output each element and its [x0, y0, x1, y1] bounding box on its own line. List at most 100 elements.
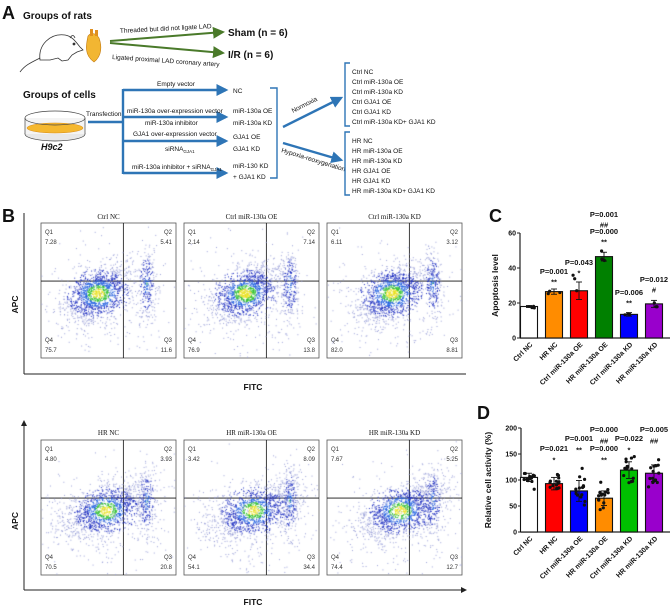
y-tick-label: 100 [505, 478, 517, 485]
apoptosis-chart: 0 20 40 60 Apoptosis level Ctrl NC HR NC P=0.00… [490, 210, 670, 387]
data-point [575, 289, 579, 293]
branch-label: Empty vector [157, 81, 196, 88]
data-point [627, 481, 631, 485]
hr-group-item: HR GJA1 OE [352, 168, 391, 175]
transfection-label: Transfection [86, 111, 122, 118]
cells-title: Groups of cells [23, 90, 96, 101]
panel-label-a: A [2, 3, 15, 23]
bar [544, 483, 564, 533]
y-axis-label: APC [10, 512, 20, 530]
flow-scatter-density [327, 223, 462, 358]
hypoxia-arrow [282, 141, 344, 164]
significance-annotation: ** [551, 278, 557, 287]
data-point [580, 466, 584, 470]
data-point [522, 477, 526, 482]
data-point [632, 454, 636, 459]
branch-label-sub: GJA1 [183, 149, 195, 154]
data-point [657, 458, 661, 462]
rats-title: Groups of rats [23, 11, 92, 22]
data-point [624, 460, 628, 464]
cell-bracket [270, 87, 278, 179]
bar [619, 469, 639, 533]
ctrl-group-list: Ctrl NC Ctrl miR-130a OE Ctrl miR-130a KD C… [352, 69, 436, 126]
data-point [581, 484, 586, 488]
flow-scatter-density [184, 440, 319, 575]
significance-annotation: ** [601, 238, 607, 247]
branch-label: miR-130a inhibitor + siRNAGJA1 [132, 164, 222, 172]
significance-annotation: ** [576, 446, 582, 455]
ctrl-bracket [344, 62, 350, 127]
data-point [623, 313, 627, 317]
data-point [599, 249, 604, 253]
cell-group: miR-130 KD [233, 163, 269, 170]
ir-arrow-label: Ligated proximal LAD coronary artery [112, 54, 221, 69]
sham-arrow-label: Threaded but did not ligate LAD [120, 23, 212, 35]
rat-icon [19, 34, 84, 73]
dish-label: H9c2 [41, 142, 63, 152]
significance-annotation: ## [600, 221, 609, 230]
data-point [646, 485, 651, 489]
ir-group: I/R (n = 6) [228, 50, 273, 61]
y-tick-label: 200 [505, 426, 517, 433]
branch-label: miR-130a inhibitor [145, 120, 199, 127]
significance-annotation: P=0.005 [640, 425, 668, 434]
culture-dish-icon [24, 110, 86, 142]
significance-annotation: P=0.001 [540, 267, 568, 276]
data-point [574, 487, 578, 491]
hr-bracket [344, 131, 350, 196]
ctrl-group-item: Ctrl miR-130a OE [352, 79, 404, 86]
flow-plot-title: HR NC [98, 429, 120, 437]
data-point [583, 499, 587, 504]
cell-group: GJA1 OE [233, 134, 261, 141]
hr-group-item: HR NC [352, 138, 373, 145]
panel-label-c: C [489, 206, 502, 226]
data-point [554, 483, 559, 487]
data-point [573, 277, 577, 281]
significance-annotation: ## [600, 437, 609, 446]
data-point [548, 480, 552, 485]
significance-annotation: * [578, 269, 581, 278]
data-point [528, 474, 532, 479]
significance-annotation: P=0.000 [590, 227, 618, 236]
data-point [648, 476, 652, 481]
flow-plot-title: HR miR-130a KD [369, 429, 420, 437]
data-point [606, 487, 610, 492]
data-point [631, 476, 635, 480]
data-point [578, 475, 582, 479]
sham-arrow [109, 26, 225, 42]
transfection-arrows [88, 84, 229, 179]
data-point [630, 467, 634, 471]
bar [619, 313, 639, 339]
y-tick-label: 0 [513, 530, 517, 537]
data-point [558, 290, 562, 295]
y-axis-label: Relative cell activity (%) [483, 432, 493, 529]
data-point [652, 301, 656, 305]
ctrl-group-item: Ctrl GJA1 OE [352, 99, 392, 106]
branch-label: miR-130a over-expression vector [127, 108, 224, 115]
flow-plot-title: Ctrl NC [97, 213, 120, 221]
flow-scatter-density [327, 440, 462, 575]
flow-scatter-density [184, 223, 319, 358]
heart-icon [86, 29, 102, 63]
data-point [546, 292, 550, 296]
significance-annotation: P=0.001 [590, 210, 618, 219]
flow-scatter-density [41, 223, 176, 358]
data-point [656, 463, 660, 467]
significance-annotation: P=0.001 [565, 434, 593, 443]
ctrl-group-item: Ctrl GJA1 KD [352, 109, 391, 116]
y-tick-label: 150 [505, 452, 517, 459]
data-point [622, 473, 626, 478]
hr-group-item: HR GJA1 KD [352, 178, 391, 185]
data-point [557, 486, 561, 490]
data-point [599, 480, 603, 484]
data-point [655, 305, 659, 309]
bar [644, 303, 664, 339]
category-label: Ctrl miR-130a KD [589, 341, 634, 386]
bar [519, 305, 539, 339]
bar [594, 256, 614, 339]
data-point [597, 498, 601, 502]
hr-group-list: HR NC HR miR-130a OE HR miR-130a KD HR GJA1… [352, 138, 435, 195]
cell-group: + GJA1 KD [233, 174, 266, 181]
data-point [627, 312, 632, 316]
panel-label-b: B [2, 206, 15, 226]
